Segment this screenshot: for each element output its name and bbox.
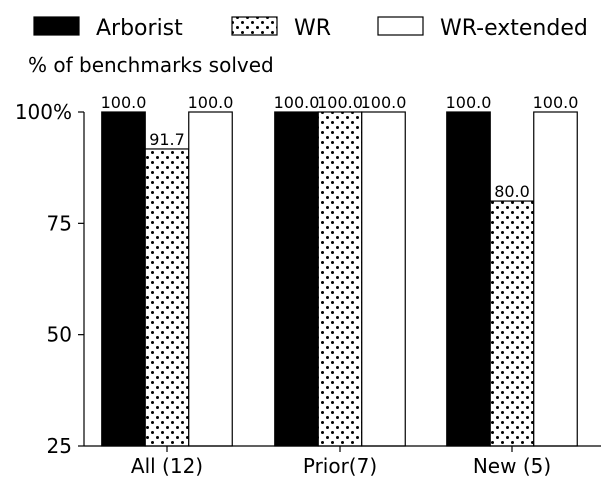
data-label-arborist-all-12: 100.0 [101, 93, 147, 112]
data-label-wr-prior-7: 100.0 [317, 93, 363, 112]
data-label-arborist-prior-7: 100.0 [274, 93, 320, 112]
data-label-wr-all-12: 91.7 [149, 130, 185, 149]
y-tick-label: 100% [15, 100, 72, 124]
legend-swatch-arborist [33, 16, 80, 36]
bar-wr-extended-new-5 [533, 111, 578, 447]
bar-arborist-prior-7 [274, 111, 319, 447]
bar-wr-all-12 [144, 148, 190, 447]
legend-label-wr-extended: WR-extended [440, 16, 588, 41]
y-axis-label: % of benchmarks solved [28, 53, 274, 77]
y-ticks-group: 25 50 75 100% [15, 100, 84, 458]
bar-arborist-all-12 [101, 111, 146, 447]
bar-wr-extended-prior-7 [361, 111, 406, 447]
y-tick-label: 50 [47, 323, 72, 347]
y-tick-label: 25 [47, 434, 72, 458]
x-ticks-group: All (12) Prior(7) New (5) [131, 446, 551, 478]
data-label-wr-extended-prior-7: 100.0 [361, 93, 407, 112]
data-label-wr-extended-new-5: 100.0 [533, 93, 579, 112]
x-tick-label-new-5: New (5) [473, 454, 551, 478]
data-label-arborist-new-5: 100.0 [446, 93, 492, 112]
legend-label-arborist: Arborist [96, 16, 183, 41]
data-label-wr-extended-all-12: 100.0 [188, 93, 234, 112]
legend-swatch-wr-extended [377, 16, 424, 36]
bar-wr-extended-all-12 [188, 111, 233, 447]
y-tick-label: 75 [47, 211, 72, 235]
x-tick-label-all-12: All (12) [131, 454, 203, 478]
x-tick-label-prior-7: Prior(7) [303, 454, 377, 478]
bar-wr-new-5 [489, 200, 535, 447]
bar-arborist-new-5 [446, 111, 491, 447]
legend-swatch-wr [231, 16, 278, 36]
data-label-wr-new-5: 80.0 [494, 182, 530, 201]
legend: Arborist WR WR-extended [33, 16, 588, 41]
bar-wr-prior-7 [317, 111, 363, 447]
bars-group [101, 111, 578, 447]
legend-label-wr: WR [294, 16, 331, 41]
